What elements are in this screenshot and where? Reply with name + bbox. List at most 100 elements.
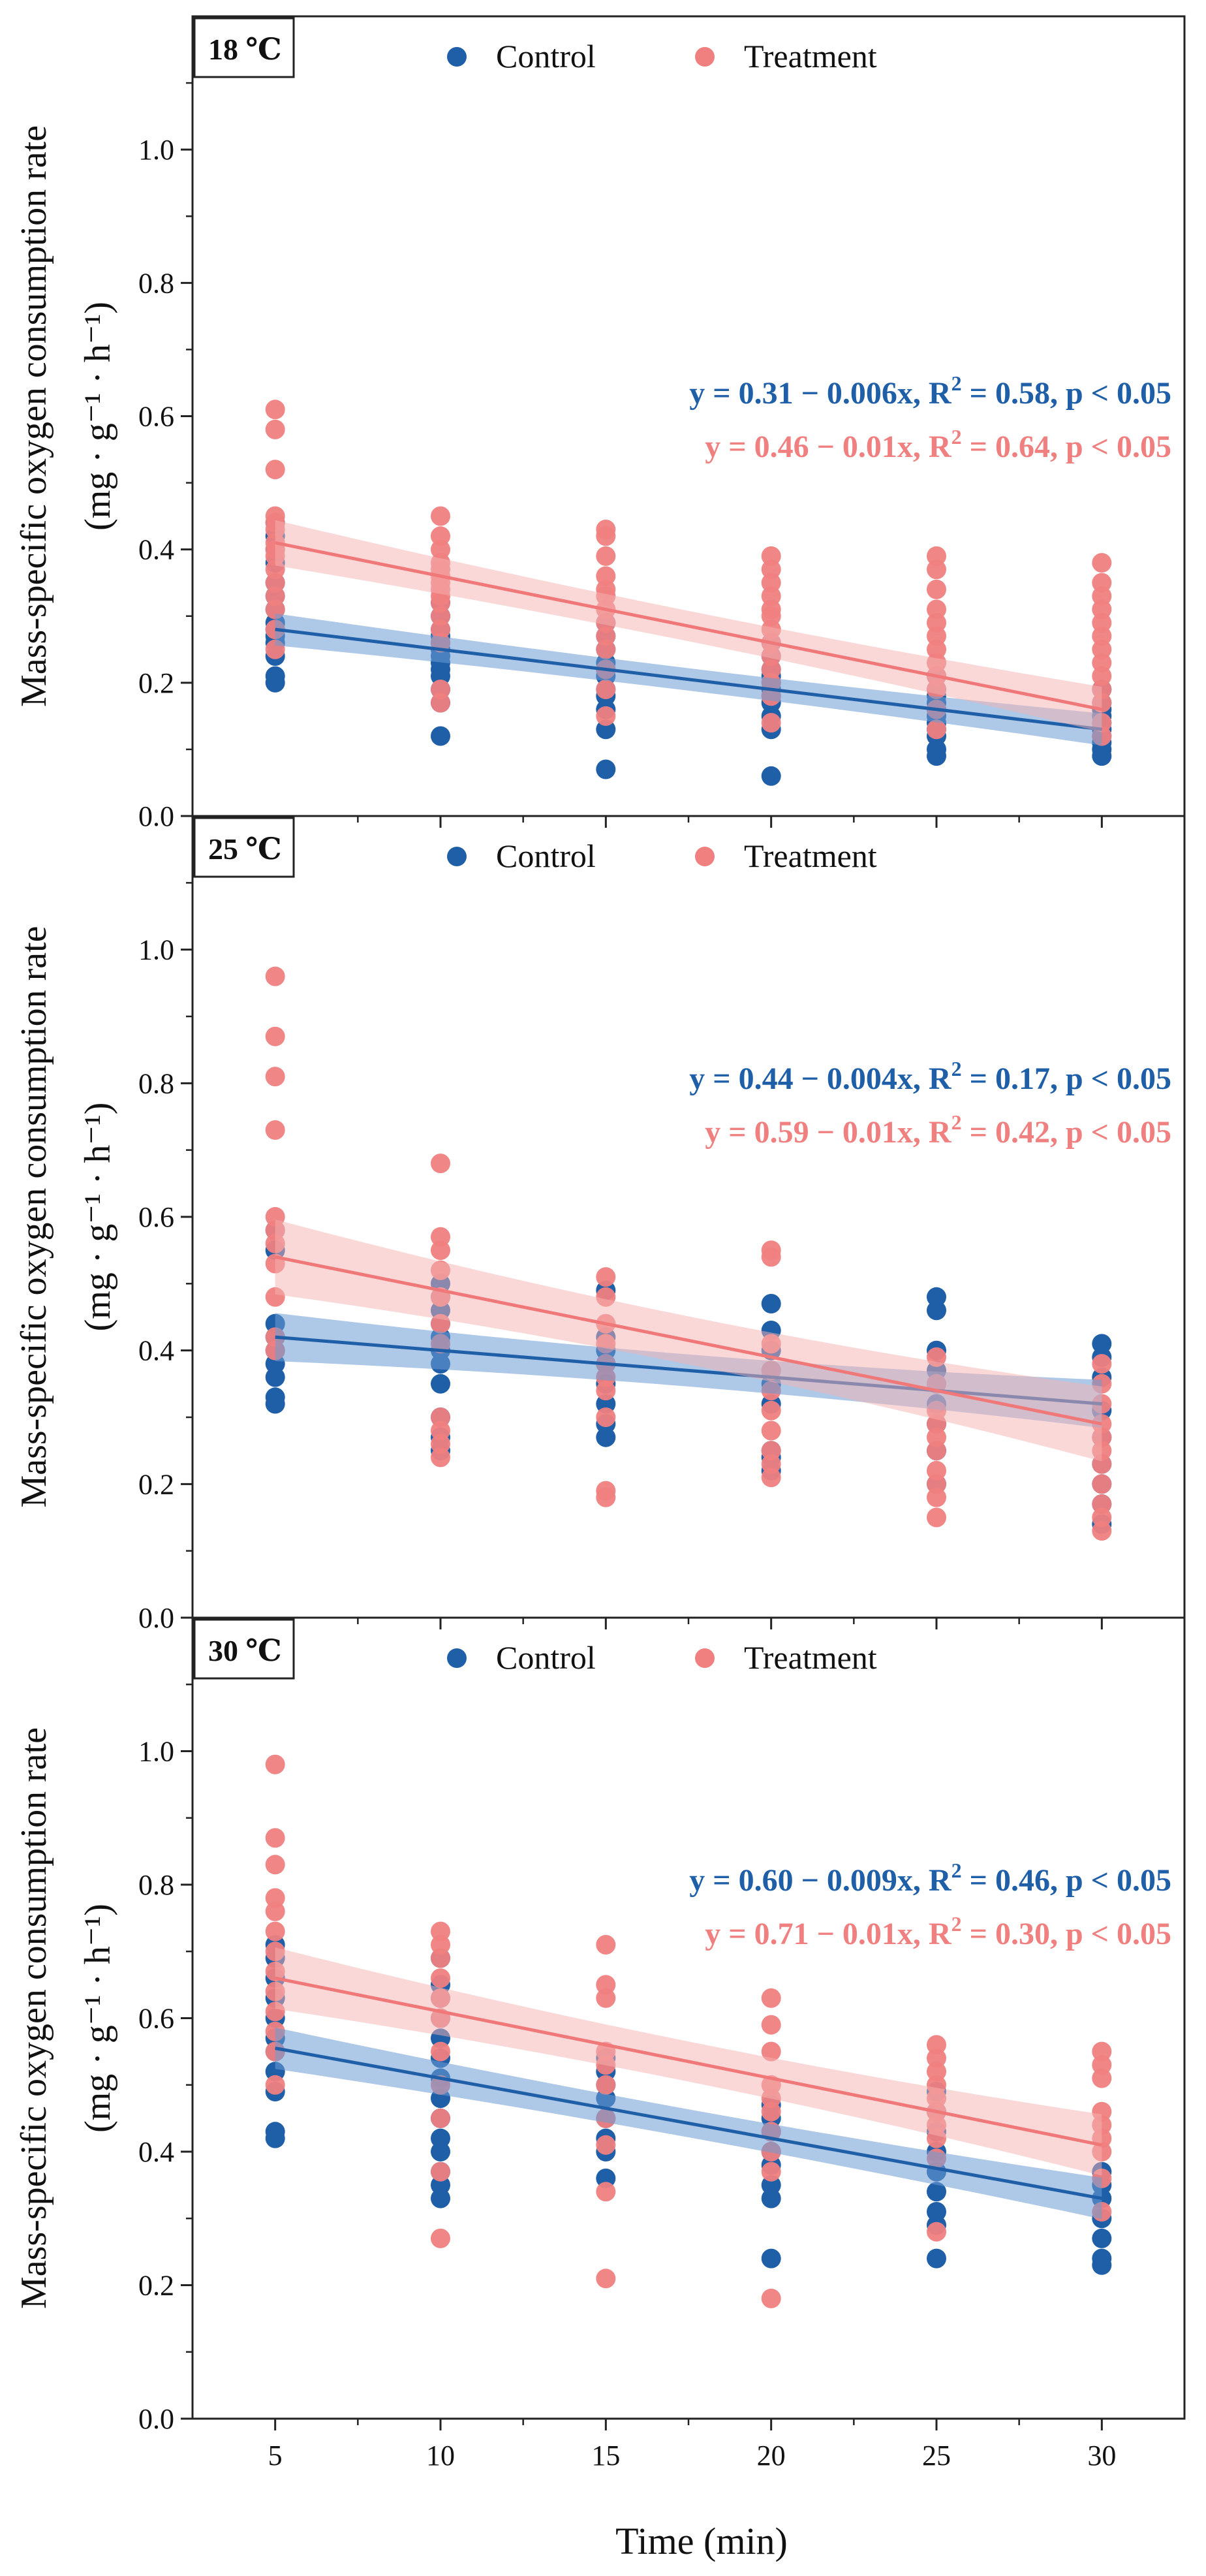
- x-tick-label: 5: [268, 2440, 283, 2472]
- regression-line-treatment: [275, 541, 1102, 712]
- data-point-treatment-14: [431, 2228, 450, 2248]
- equation-treatment: y = 0.46 − 0.01x, R2 = 0.64, p < 0.05: [705, 425, 1171, 464]
- y-tick-label: 0.4: [138, 2136, 174, 2168]
- data-point-treatment-63: [1092, 2041, 1112, 2062]
- data-point-treatment-11: [265, 1855, 285, 1875]
- equation-main: y = 0.60 − 0.009x, R: [689, 1863, 952, 1898]
- y-axis-label: Mass-specific oxygen consumption rate: [14, 125, 54, 707]
- data-point-control-39: [761, 766, 781, 786]
- data-point-treatment-68: [927, 546, 946, 566]
- x-tick-label: 15: [591, 2440, 620, 2472]
- data-point-treatment-63: [1092, 1354, 1112, 1374]
- y-tick-label: 1.0: [138, 934, 174, 966]
- data-point-treatment-36: [761, 2161, 781, 2182]
- panel-temperature-label: 25 ℃: [193, 817, 295, 878]
- panel-label-text: 18 ℃: [208, 33, 282, 66]
- data-point-treatment-10: [265, 1888, 285, 1908]
- data-point-treatment-47: [927, 1441, 946, 1461]
- equation-treatment: y = 0.59 − 0.01x, R2 = 0.42, p < 0.05: [705, 1110, 1171, 1150]
- y-tick-label: 0.0: [138, 800, 174, 832]
- data-point-treatment-14: [265, 419, 285, 439]
- x-tick-label: 10: [426, 2440, 455, 2472]
- equation-treatment: y = 0.71 − 0.01x, R2 = 0.30, p < 0.05: [705, 1912, 1171, 1951]
- panels-group: 0.0 0.2 0.4 0.6 0.8 1.0 18 ℃ Control Treatment y …: [14, 15, 1186, 2435]
- data-point-treatment-77: [1092, 613, 1112, 633]
- regression-line-control: [275, 2047, 1102, 2201]
- data-point-control-37: [761, 1294, 781, 1313]
- plot-area: [265, 966, 1112, 1541]
- data-point-treatment-22: [431, 1154, 450, 1174]
- data-point-treatment-9: [265, 1067, 285, 1087]
- data-point-treatment-42: [761, 2041, 781, 2062]
- data-point-control-16: [431, 2128, 450, 2148]
- legend-marker-control: [447, 1648, 467, 1668]
- equation-main: y = 0.31 − 0.006x, R: [689, 376, 952, 411]
- legend-label-treatment: Treatment: [744, 1639, 877, 1676]
- legend-marker-treatment: [695, 847, 715, 866]
- legend-marker-control: [447, 47, 467, 67]
- x-axis-tick-labels: 5 10 15 20 25 30: [268, 2440, 1117, 2472]
- data-point-treatment-32: [596, 680, 616, 699]
- data-point-control-2: [265, 1387, 285, 1407]
- y-axis-label: Mass-specific oxygen consumption rate: [14, 926, 54, 1507]
- equation-tail: = 0.30, p < 0.05: [962, 1917, 1171, 1951]
- data-point-treatment-80: [1092, 573, 1112, 593]
- data-point-control-42: [927, 2248, 946, 2269]
- equation-superscript: 2: [951, 1859, 962, 1882]
- data-point-control-45: [927, 1300, 946, 1321]
- equation-tail: = 0.42, p < 0.05: [962, 1115, 1171, 1150]
- x-tick-label: 25: [922, 2440, 951, 2472]
- data-point-treatment-44: [927, 1487, 946, 1507]
- legend-label-control: Control: [496, 38, 596, 74]
- data-point-treatment-31: [596, 706, 616, 726]
- data-point-treatment-18: [431, 2041, 450, 2062]
- equation-tail: = 0.46, p < 0.05: [962, 1863, 1171, 1898]
- equation-superscript: 2: [951, 425, 962, 448]
- data-point-treatment-45: [927, 2222, 946, 2242]
- equation-tail: = 0.64, p < 0.05: [962, 430, 1171, 464]
- data-point-control-55: [1092, 1334, 1112, 1354]
- data-point-treatment-52: [927, 2062, 946, 2082]
- data-point-treatment-20: [431, 1240, 450, 1261]
- legend-label-treatment: Treatment: [744, 838, 877, 874]
- equation-superscript: 2: [951, 371, 962, 395]
- data-point-treatment-10: [265, 1026, 285, 1046]
- data-point-treatment-29: [596, 2075, 616, 2095]
- plot-area: [265, 1754, 1112, 2308]
- data-point-treatment-1: [265, 2075, 285, 2095]
- legend-marker-treatment: [695, 1648, 715, 1668]
- data-point-treatment-32: [596, 1267, 616, 1287]
- data-point-control-2: [265, 666, 285, 686]
- equation-superscript: 2: [951, 1057, 962, 1080]
- y-tick-label: 0.6: [138, 401, 174, 433]
- data-point-treatment-33: [596, 1975, 616, 1995]
- y-tick-label: 1.0: [138, 134, 174, 166]
- y-axis-label: Mass-specific oxygen consumption rate: [14, 1727, 54, 2309]
- data-point-treatment-22: [431, 1948, 450, 1968]
- data-point-treatment-16: [431, 693, 450, 713]
- data-point-treatment-25: [596, 1407, 616, 1427]
- data-point-treatment-15: [265, 400, 285, 420]
- equation-main: y = 0.44 − 0.004x, R: [689, 1061, 952, 1096]
- data-point-control-12: [431, 2188, 450, 2208]
- equation-tail: = 0.17, p < 0.05: [962, 1061, 1171, 1096]
- equation-control: y = 0.44 − 0.004x, R2 = 0.17, p < 0.05: [689, 1057, 1171, 1096]
- data-point-treatment-13: [265, 460, 285, 480]
- data-point-treatment-41: [596, 546, 616, 566]
- data-point-treatment-8: [265, 1921, 285, 1941]
- data-point-treatment-17: [431, 680, 450, 699]
- data-point-treatment-56: [1092, 1474, 1112, 1494]
- panel-label-box: [193, 817, 295, 878]
- data-point-treatment-54: [927, 2035, 946, 2055]
- regression-line-treatment: [275, 1976, 1102, 2147]
- equation-main: y = 0.71 − 0.01x, R: [705, 1917, 952, 1951]
- data-point-control-21: [596, 1427, 616, 1447]
- data-point-control-45: [927, 2182, 946, 2202]
- data-point-treatment-11: [265, 966, 285, 986]
- data-point-treatment-40: [596, 566, 616, 586]
- y-tick-label: 0.4: [138, 1335, 174, 1367]
- data-point-treatment-12: [265, 506, 285, 526]
- data-point-treatment-39: [761, 2101, 781, 2122]
- data-point-treatment-21: [431, 1968, 450, 1988]
- equation-tail: = 0.58, p < 0.05: [962, 376, 1171, 411]
